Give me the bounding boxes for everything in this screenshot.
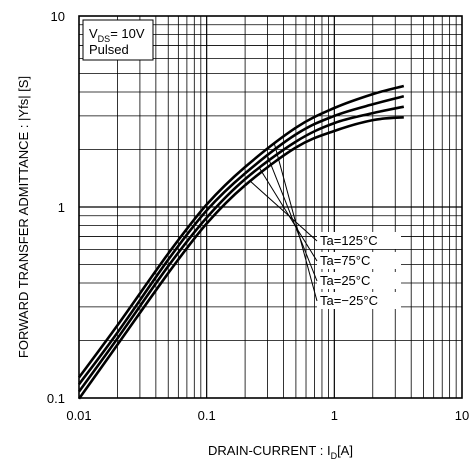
legend-label: Ta=125°C <box>320 233 378 248</box>
annotation-vds-main: V <box>89 26 98 41</box>
y-tick-label: 10 <box>51 9 65 24</box>
y-axis-label: FORWARD TRANSFER ADMITTANCE : |Yfs| [S] <box>16 76 31 358</box>
x-tick-label: 0.01 <box>66 408 91 423</box>
annotation-vds-sub: DS <box>98 34 111 44</box>
legend-leader-line <box>259 168 318 262</box>
x-axis-label: DRAIN-CURRENT : ID[A] <box>208 443 353 461</box>
legend-label: Ta=75°C <box>320 253 370 268</box>
annotation-vds: VDS= 10V <box>89 26 145 44</box>
legend-label-bg <box>317 292 401 309</box>
series-line <box>77 95 405 386</box>
x-axis-label-sub: D <box>331 451 338 461</box>
series-lines <box>77 84 405 400</box>
x-axis-label-main: DRAIN-CURRENT : I <box>208 443 331 458</box>
x-tick-label: 10 <box>455 408 469 423</box>
annotation-pulsed: Pulsed <box>89 42 129 57</box>
condition-annotation: VDS= 10V Pulsed <box>82 19 154 61</box>
series-line <box>77 105 405 393</box>
y-tick-label: 0.1 <box>47 391 65 406</box>
annotation-box <box>82 19 154 61</box>
y-tick-label: 1 <box>58 200 65 215</box>
legend-label: Ta=−25°C <box>320 293 378 308</box>
legend: Ta=125°C Ta=75°C Ta=25°C Ta=−25°C <box>250 144 401 309</box>
legend-leader-line <box>250 180 318 242</box>
grid-lines <box>79 16 462 398</box>
legend-leader-line <box>267 155 318 282</box>
legend-label: Ta=25°C <box>320 273 370 288</box>
x-tick-label: 0.1 <box>198 408 216 423</box>
legend-label-bg <box>317 232 401 249</box>
series-line <box>77 84 405 379</box>
legend-label-bg <box>317 272 401 289</box>
x-axis-label-unit: [A] <box>337 443 353 458</box>
plot-frame <box>78 15 463 399</box>
legend-leader-line <box>274 144 318 302</box>
legend-label-bg <box>317 252 401 269</box>
series-line <box>77 116 404 400</box>
x-tick-label: 1 <box>331 408 338 423</box>
annotation-vds-value: = 10V <box>110 26 145 41</box>
